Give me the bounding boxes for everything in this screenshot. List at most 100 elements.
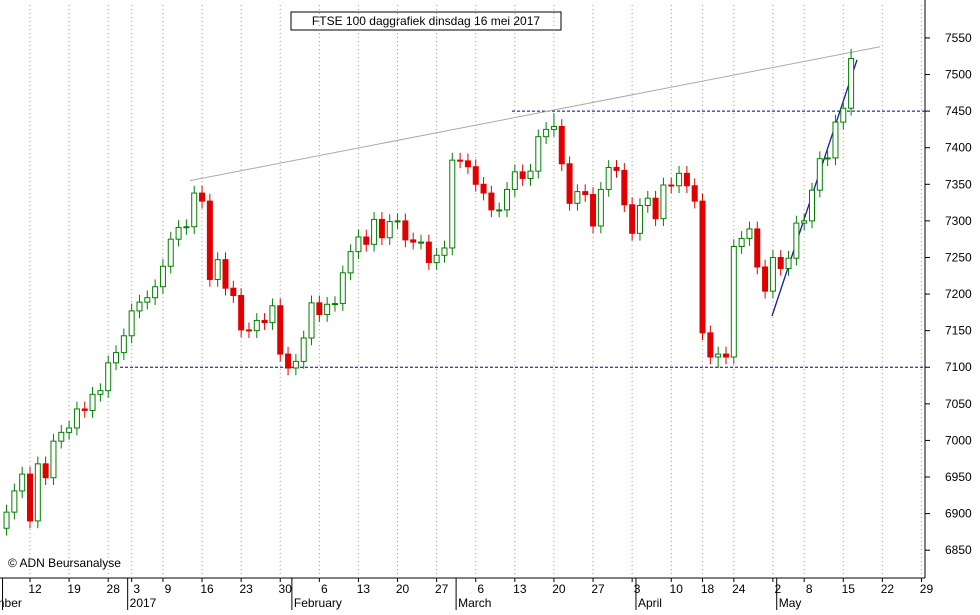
x-tick-label: 22 xyxy=(881,582,895,596)
y-tick-label: 6850 xyxy=(945,543,972,557)
x-tick-label: 3 xyxy=(634,582,641,596)
candle-body xyxy=(777,256,784,269)
x-tick-label: 3 xyxy=(133,582,140,596)
x-tick-label: 20 xyxy=(552,582,566,596)
candle-body xyxy=(191,192,198,228)
candle-body xyxy=(58,431,65,442)
candle-body xyxy=(730,245,737,358)
candle-body xyxy=(832,121,839,159)
candle-body xyxy=(785,257,792,269)
candle-body xyxy=(206,200,213,280)
candle-body xyxy=(167,238,174,267)
x-tick-label: 27 xyxy=(435,582,449,596)
month-label: May xyxy=(779,596,802,610)
candle-body xyxy=(34,463,41,522)
candle-body xyxy=(644,197,651,207)
y-tick-label: 7450 xyxy=(945,104,972,118)
candle-body xyxy=(347,251,354,274)
candle-body xyxy=(363,236,370,245)
candle-body xyxy=(613,166,620,171)
candle-body xyxy=(527,170,534,179)
x-tick-label: 10 xyxy=(670,582,684,596)
candle-body xyxy=(175,226,182,240)
candle-body xyxy=(128,310,135,337)
candle-body xyxy=(840,107,847,123)
candle-body xyxy=(652,197,659,220)
candle-body xyxy=(222,259,229,289)
candle-body xyxy=(261,319,268,324)
candle-body xyxy=(824,157,831,160)
candle-body xyxy=(519,171,526,179)
candle-body xyxy=(558,125,565,165)
month-label: mber xyxy=(0,596,22,610)
candle-body xyxy=(50,440,57,479)
candle-body xyxy=(597,188,604,227)
y-tick-label: 7400 xyxy=(945,141,972,155)
candle-body xyxy=(292,360,299,369)
candle-body xyxy=(668,184,675,187)
y-tick-label: 7150 xyxy=(945,324,972,338)
candle-body xyxy=(762,266,769,292)
candle-body xyxy=(269,305,276,324)
candle-body xyxy=(629,204,636,234)
x-tick-label: 30 xyxy=(279,582,293,596)
candle-body xyxy=(809,189,815,222)
candle-body xyxy=(511,171,518,190)
candle-body xyxy=(27,473,33,522)
candle-body xyxy=(378,218,385,239)
candle-body xyxy=(324,303,331,316)
candle-body xyxy=(105,362,112,392)
trend-line xyxy=(189,46,881,182)
candle-body xyxy=(433,254,440,264)
candle-body xyxy=(81,408,88,411)
x-tick-label: 6 xyxy=(477,582,484,596)
copyright: © ADN Beursanalyse xyxy=(8,556,121,570)
candle-body xyxy=(183,226,190,229)
x-tick-label: 27 xyxy=(591,582,605,596)
x-tick-label: 28 xyxy=(107,582,121,596)
candle-body xyxy=(699,200,706,334)
candle-body xyxy=(238,295,245,331)
candle-body xyxy=(425,241,432,264)
candle-body xyxy=(277,305,284,355)
candle-body xyxy=(120,335,127,354)
x-tick-label: 8 xyxy=(806,582,813,596)
candle-body xyxy=(636,205,643,234)
candle-body xyxy=(535,136,542,172)
candle-body xyxy=(793,222,800,259)
candle-body xyxy=(300,337,307,362)
candle-body xyxy=(738,237,745,247)
x-tick-label: 15 xyxy=(842,582,856,596)
x-tick-label: 19 xyxy=(67,582,81,596)
candle-body xyxy=(550,125,557,130)
candle-body xyxy=(676,172,683,187)
candle-body xyxy=(410,239,417,243)
candle-body xyxy=(472,166,479,185)
y-tick-label: 7050 xyxy=(945,397,972,411)
candle-body xyxy=(715,353,722,358)
candle-body xyxy=(245,329,252,332)
month-label: February xyxy=(294,596,342,610)
candle-body xyxy=(574,191,581,204)
y-tick-label: 7350 xyxy=(945,177,972,191)
candle-body xyxy=(449,159,456,249)
candle-body xyxy=(371,218,378,245)
candle-body xyxy=(480,183,487,194)
candle-body xyxy=(504,188,511,211)
candle-body xyxy=(816,158,823,191)
candle-body xyxy=(386,221,393,239)
y-tick-label: 7100 xyxy=(945,360,972,374)
candle-body xyxy=(402,220,409,241)
candle-body xyxy=(3,511,10,529)
candle-body xyxy=(144,297,151,303)
y-tick-label: 7300 xyxy=(945,214,972,228)
candle-body xyxy=(543,128,550,138)
y-tick-label: 7550 xyxy=(945,31,972,45)
candle-body xyxy=(769,256,776,292)
month-label: March xyxy=(458,596,491,610)
candle-body xyxy=(582,191,589,196)
candle-body xyxy=(230,287,237,297)
candle-body xyxy=(199,192,206,202)
chart-title: FTSE 100 daggrafiek dinsdag 16 mei 2017 xyxy=(312,14,540,28)
